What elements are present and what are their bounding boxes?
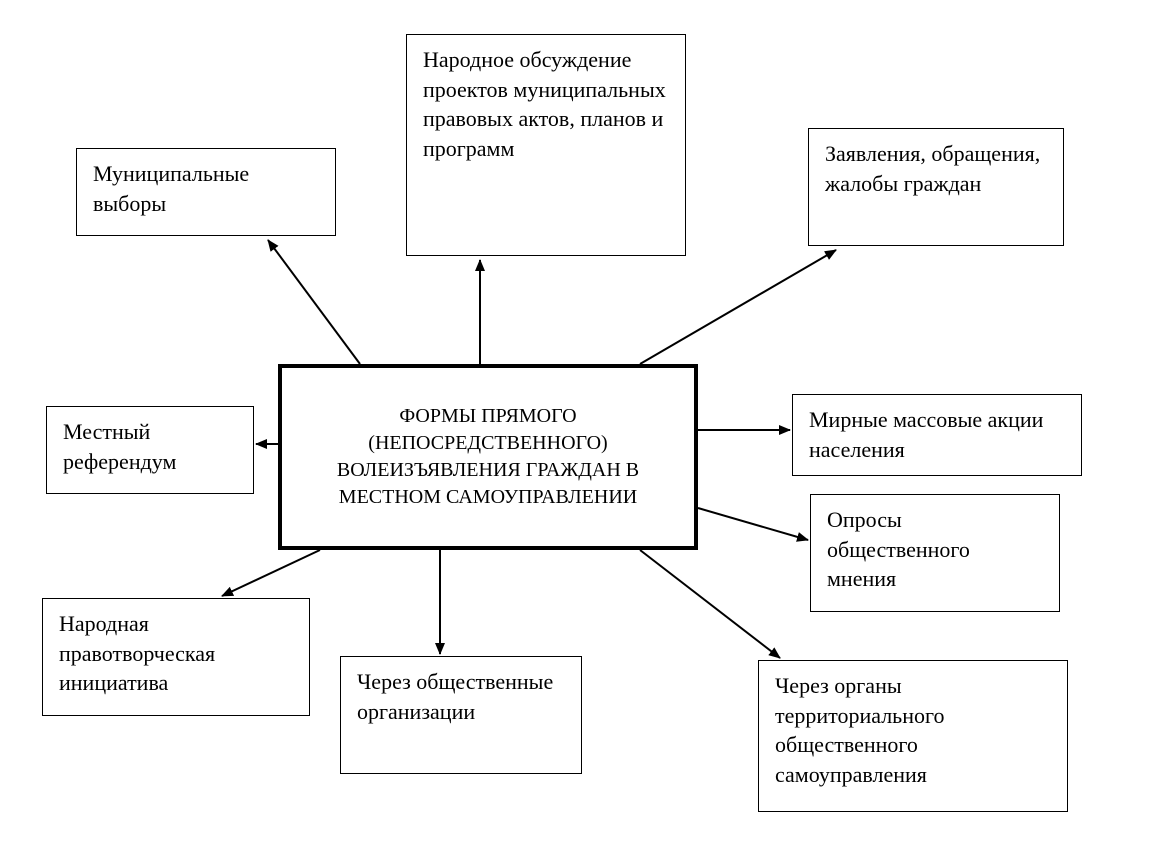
edge <box>640 250 836 364</box>
edge <box>268 240 360 364</box>
edge <box>640 550 780 658</box>
node-label: Заявления, обращения, жалобы граждан <box>825 141 1040 196</box>
node-label: Мирные массовые акции населения <box>809 407 1043 462</box>
node-label: Опросы общественного мнения <box>827 507 970 591</box>
edge <box>222 550 320 596</box>
node-label: Народная правотворческая инициатива <box>59 611 215 695</box>
leaf-node-via-territorial-selfgov: Через органы территориального общественн… <box>758 660 1068 812</box>
leaf-node-municipal-elections: Муниципальные выборы <box>76 148 336 236</box>
diagram-canvas: ФОРМЫ ПРЯМОГО (НЕПОСРЕДСТВЕННОГО) ВОЛЕИЗ… <box>0 0 1150 864</box>
edge <box>698 508 808 540</box>
leaf-node-local-referendum: Местный референдум <box>46 406 254 494</box>
node-label: Через органы территориального общественн… <box>775 673 944 787</box>
node-label: Муниципальные выборы <box>93 161 249 216</box>
center-label: ФОРМЫ ПРЯМОГО (НЕПОСРЕДСТВЕННОГО) ВОЛЕИЗ… <box>298 403 678 511</box>
leaf-node-opinion-polls: Опросы общественного мнения <box>810 494 1060 612</box>
node-label: Народное обсуждение проектов муниципальн… <box>423 47 666 161</box>
node-label: Через общественные организации <box>357 669 553 724</box>
leaf-node-public-discussion: Народное обсуждение проектов муниципальн… <box>406 34 686 256</box>
leaf-node-applications-complaints: Заявления, обращения, жалобы граждан <box>808 128 1064 246</box>
center-node: ФОРМЫ ПРЯМОГО (НЕПОСРЕДСТВЕННОГО) ВОЛЕИЗ… <box>278 364 698 550</box>
node-label: Местный референдум <box>63 419 176 474</box>
leaf-node-lawmaking-initiative: Народная правотворческая инициатива <box>42 598 310 716</box>
leaf-node-peaceful-actions: Мирные массовые акции населения <box>792 394 1082 476</box>
leaf-node-via-public-orgs: Через общественные организации <box>340 656 582 774</box>
